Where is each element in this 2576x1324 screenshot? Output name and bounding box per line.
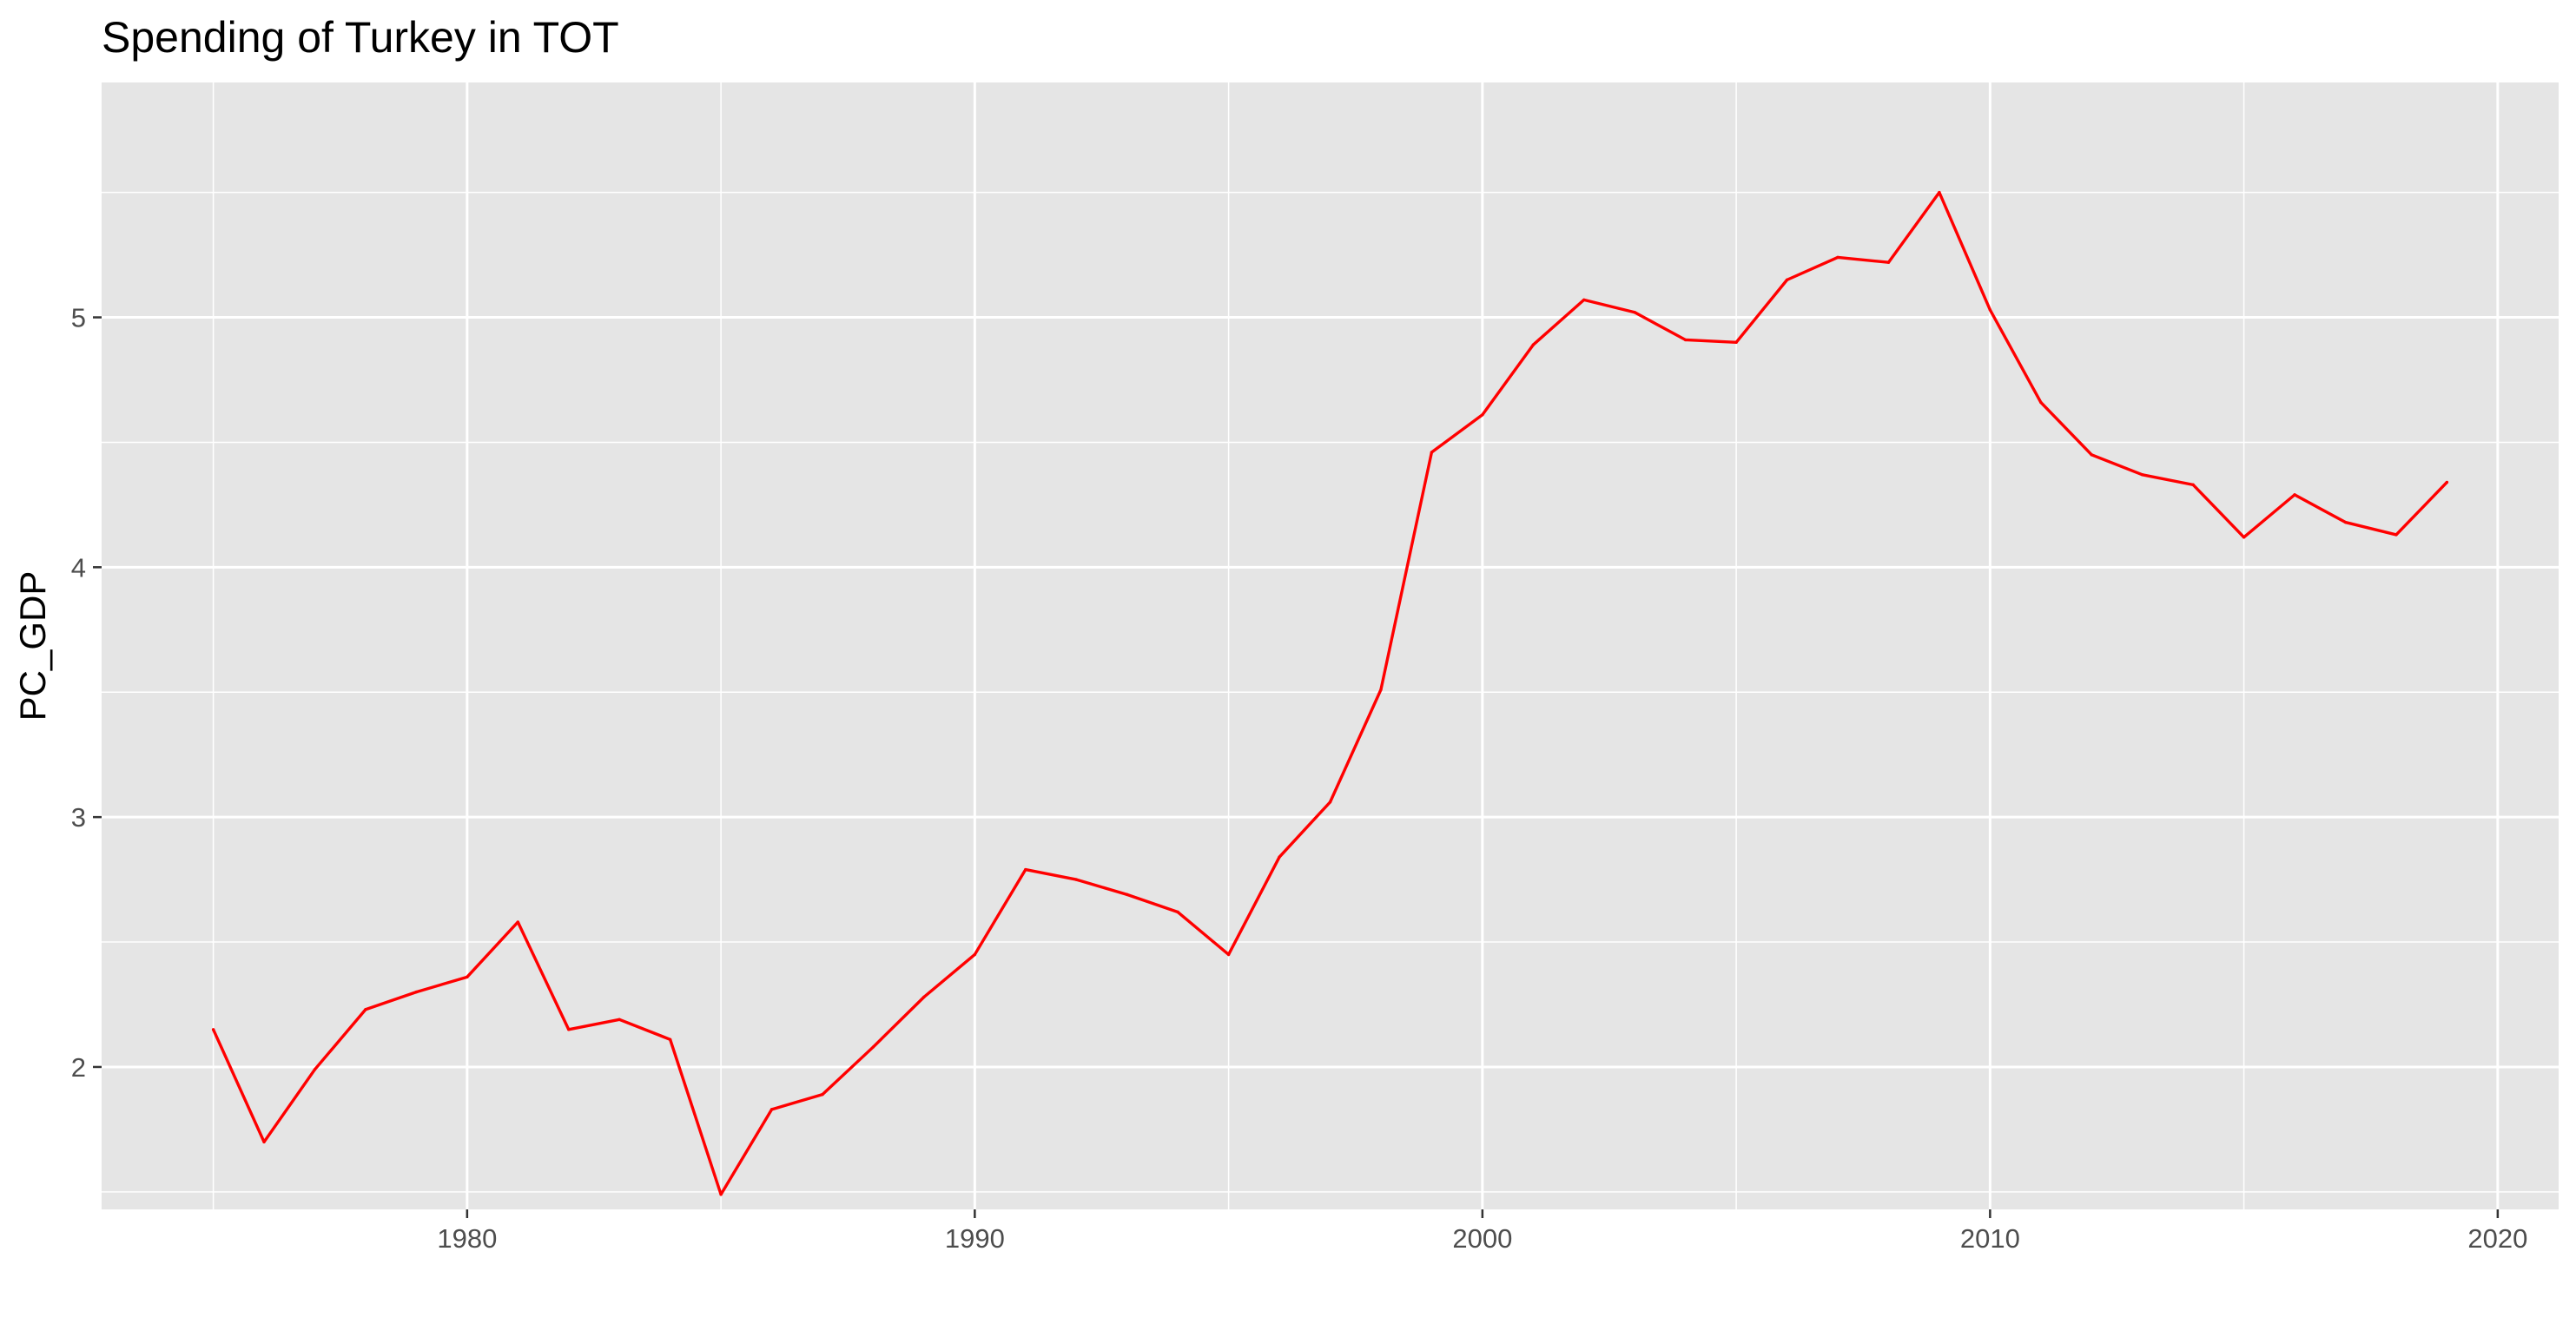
data-point — [1024, 867, 1027, 872]
y-axis: 2 3 4 5 — [71, 303, 102, 1083]
data-point — [668, 1037, 672, 1041]
data-point — [618, 1018, 621, 1021]
data-point — [2090, 453, 2093, 457]
x-tick-label: 1980 — [437, 1223, 497, 1254]
data-point — [1988, 308, 1992, 312]
data-point — [973, 952, 977, 957]
major-gridlines — [102, 82, 2559, 1209]
data-point — [2141, 473, 2144, 477]
data-point — [1582, 298, 1586, 302]
data-point — [2394, 533, 2398, 537]
data-point — [2191, 483, 2195, 487]
data-point — [922, 995, 926, 999]
minor-gridlines — [102, 82, 2559, 1209]
data-point — [1176, 910, 1179, 914]
y-tick-label: 5 — [71, 303, 86, 333]
plot-panel — [102, 82, 2559, 1209]
data-point — [1379, 688, 1383, 692]
data-point — [1126, 893, 1129, 897]
data-point — [567, 1028, 571, 1031]
data-point — [2293, 493, 2296, 497]
y-tick-label: 3 — [71, 802, 86, 833]
y-tick-label: 2 — [71, 1052, 86, 1083]
data-point — [821, 1092, 824, 1097]
data-point — [1886, 260, 1891, 264]
data-point — [2343, 520, 2348, 524]
data-point — [1430, 451, 1434, 454]
data-point — [313, 1068, 317, 1071]
data-point — [466, 975, 469, 979]
data-point — [2445, 480, 2449, 484]
data-point — [1633, 311, 1636, 314]
data-point — [1278, 855, 1281, 859]
data-point — [262, 1140, 266, 1143]
y-axis-title: PC_GDP — [12, 571, 53, 721]
data-point — [1785, 278, 1789, 282]
x-tick-label: 1990 — [945, 1223, 1005, 1254]
data-point — [1074, 878, 1078, 881]
series-layer — [211, 190, 2449, 1196]
x-tick-label: 2010 — [1960, 1223, 2020, 1254]
data-point — [1531, 343, 1536, 346]
data-point — [211, 1028, 215, 1031]
data-point — [1328, 800, 1332, 804]
data-point — [1734, 340, 1738, 345]
y-tick-label: 4 — [71, 552, 86, 583]
data-point — [871, 1045, 875, 1049]
data-point — [2242, 536, 2246, 539]
data-point — [769, 1108, 774, 1111]
data-point — [1683, 338, 1688, 342]
x-tick-label: 2000 — [1452, 1223, 1512, 1254]
data-point — [1938, 190, 1941, 194]
data-point — [1481, 413, 1484, 417]
data-point — [414, 990, 419, 994]
data-point — [1226, 952, 1231, 957]
x-tick-label: 2020 — [2467, 1223, 2527, 1254]
data-point — [1836, 255, 1840, 260]
data-point — [364, 1008, 367, 1011]
x-axis: 1980 1990 2000 2010 2020 — [437, 1209, 2527, 1254]
data-point — [516, 920, 519, 924]
data-point — [719, 1193, 723, 1196]
data-point — [2039, 400, 2043, 405]
chart-title: Spending of Turkey in TOT — [102, 13, 619, 62]
